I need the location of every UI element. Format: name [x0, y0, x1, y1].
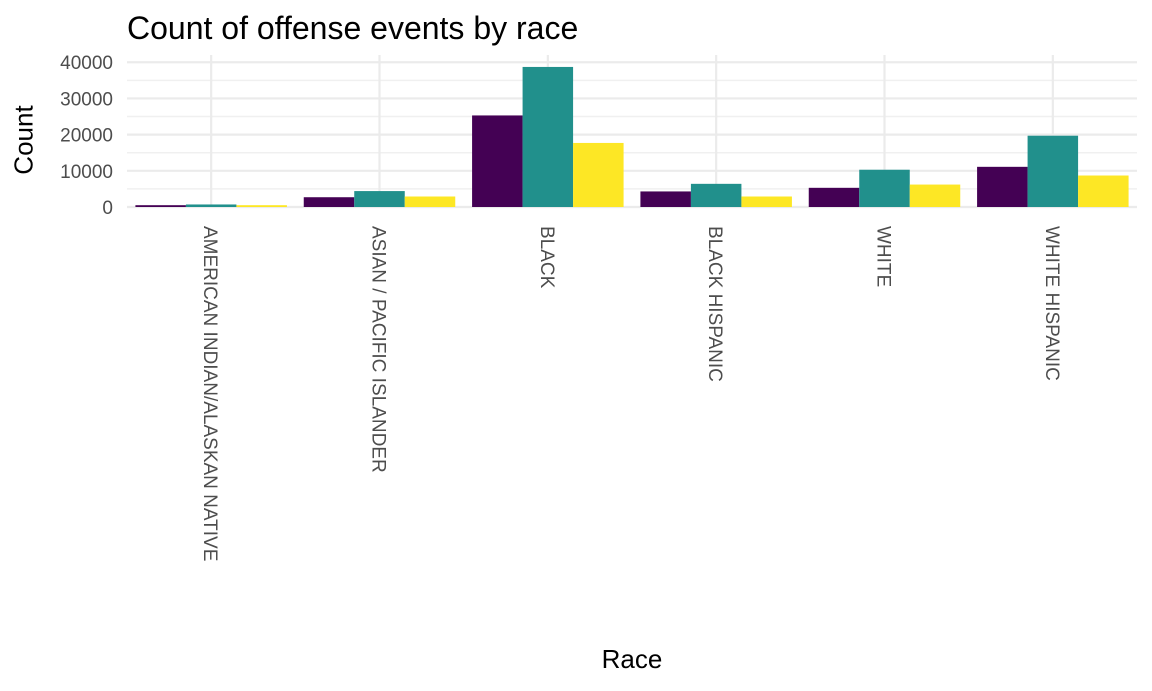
bar	[640, 191, 691, 207]
x-tick-label: ASIAN / PACIFIC ISLANDER	[368, 226, 389, 473]
y-axis-tick-labels: 0 10000 20000 30000 40000	[60, 53, 113, 219]
bar	[522, 66, 574, 207]
x-tick-label: BLACK HISPANIC	[704, 226, 725, 382]
minor-gridlines	[127, 79, 1137, 190]
y-tick-label: 10000	[60, 162, 113, 183]
x-axis-tick-labels: AMERICAN INDIAN/ALASKAN NATIVE ASIAN / PA…	[199, 226, 1062, 561]
bar	[236, 205, 287, 207]
x-tick-label: WHITE	[873, 226, 894, 287]
bar	[808, 187, 860, 207]
bar	[977, 166, 1028, 207]
y-axis-title: Count	[8, 105, 39, 175]
bar	[185, 204, 237, 207]
bar	[1078, 175, 1129, 207]
bar	[859, 169, 910, 207]
bar	[909, 184, 961, 207]
y-axis-title-wrap: Count	[8, 100, 39, 180]
bar	[690, 183, 742, 207]
y-tick-label: 20000	[60, 126, 113, 147]
bars	[135, 66, 1129, 207]
y-tick-label: 30000	[60, 89, 113, 110]
bar	[404, 196, 456, 207]
bar	[135, 205, 186, 207]
y-tick-label: 0	[102, 198, 113, 219]
bar	[472, 115, 523, 207]
x-tick-label: AMERICAN INDIAN/ALASKAN NATIVE	[199, 226, 220, 561]
chart-title: Count of offense events by race	[127, 10, 579, 46]
x-tick-label: BLACK	[536, 226, 557, 289]
bar	[354, 191, 405, 207]
bar	[1027, 135, 1079, 207]
x-tick-label: WHITE HISPANIC	[1041, 226, 1062, 381]
y-tick-label: 40000	[60, 53, 113, 74]
bar	[573, 142, 624, 207]
x-axis-title: Race	[601, 644, 663, 674]
bar	[303, 197, 355, 207]
bar	[741, 196, 792, 207]
